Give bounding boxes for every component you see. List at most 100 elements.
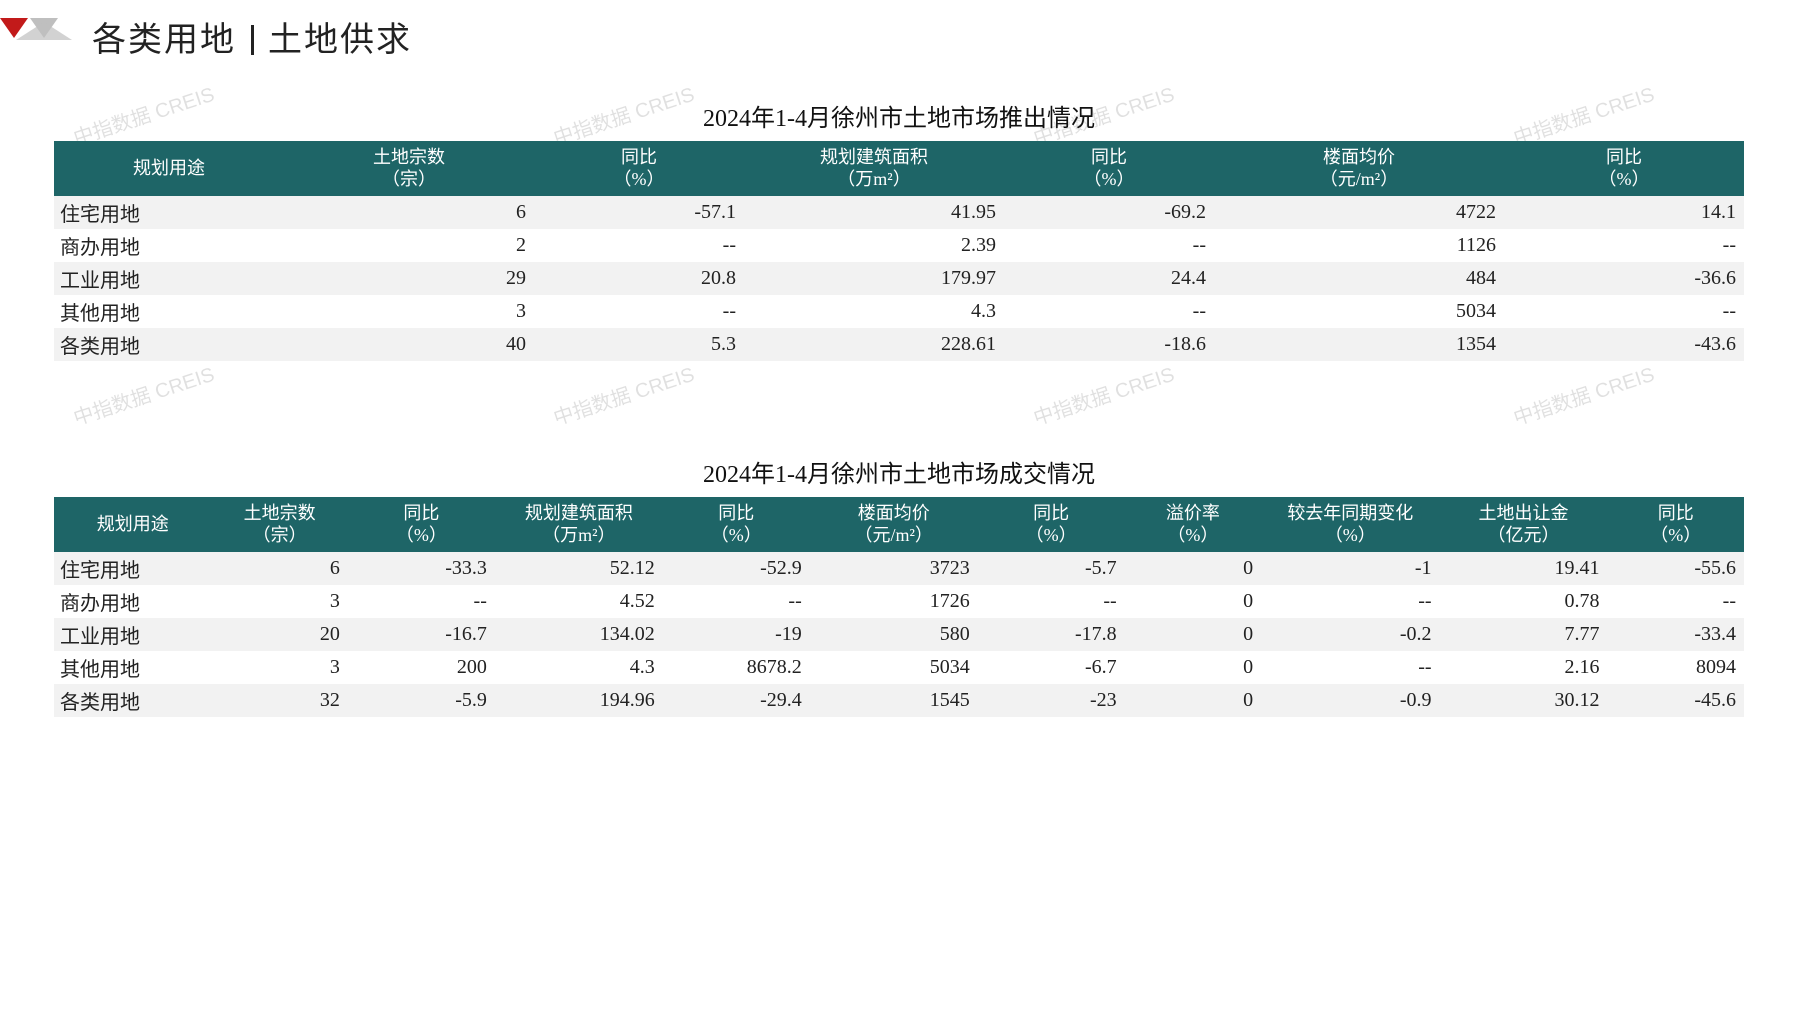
data-cell: -43.6 — [1504, 328, 1744, 361]
data-cell: 194.96 — [495, 684, 663, 717]
data-cell: 41.95 — [744, 196, 1004, 229]
table-header-row: 规划用途土地宗数（宗）同比（%）规划建筑面积（万m²）同比（%）楼面均价（元/m… — [54, 141, 1744, 196]
column-header: 土地宗数（宗） — [211, 497, 347, 552]
data-cell: -57.1 — [534, 196, 744, 229]
data-cell: -55.6 — [1607, 552, 1744, 585]
land-supply-title: 2024年1-4月徐州市土地市场推出情况 — [54, 98, 1744, 133]
title-left: 各类用地 — [92, 22, 236, 59]
data-cell: 1126 — [1214, 229, 1504, 262]
column-header: 同比（%） — [978, 497, 1125, 552]
data-cell: -5.9 — [348, 684, 495, 717]
land-deal-section: 2024年1-4月徐州市土地市场成交情况 规划用途土地宗数（宗）同比（%）规划建… — [54, 454, 1744, 717]
row-label: 工业用地 — [54, 262, 284, 295]
column-header: 同比（%） — [1607, 497, 1744, 552]
data-cell: -- — [1261, 585, 1439, 618]
data-cell: 32 — [211, 684, 347, 717]
data-cell: 200 — [348, 651, 495, 684]
data-cell: -52.9 — [663, 552, 810, 585]
data-cell: 7.77 — [1440, 618, 1608, 651]
table-row: 工业用地20-16.7134.02-19580-17.80-0.27.77-33… — [54, 618, 1744, 651]
data-cell: 20.8 — [534, 262, 744, 295]
data-cell: 2 — [284, 229, 534, 262]
title-separator — [251, 25, 254, 55]
table-row: 商办用地3--4.52--1726--0--0.78-- — [54, 585, 1744, 618]
data-cell: 0 — [1125, 651, 1261, 684]
column-header: 同比（%） — [1504, 141, 1744, 196]
column-header: 溢价率（%） — [1125, 497, 1261, 552]
data-cell: -5.7 — [978, 552, 1125, 585]
data-cell: -23 — [978, 684, 1125, 717]
data-cell: 3 — [211, 585, 347, 618]
data-cell: -- — [663, 585, 810, 618]
title-right: 土地供求 — [268, 22, 412, 59]
table-row: 工业用地2920.8179.9724.4484-36.6 — [54, 262, 1744, 295]
row-label: 工业用地 — [54, 618, 211, 651]
column-header: 规划建筑面积（万m²） — [495, 497, 663, 552]
watermark: 中指数据 CREIS — [549, 358, 697, 431]
data-cell: -45.6 — [1607, 684, 1744, 717]
logo-icon — [0, 18, 80, 52]
data-cell: -19 — [663, 618, 810, 651]
data-cell: 30.12 — [1440, 684, 1608, 717]
data-cell: -33.3 — [348, 552, 495, 585]
data-cell: 1726 — [810, 585, 978, 618]
data-cell: 134.02 — [495, 618, 663, 651]
column-header: 规划用途 — [54, 497, 211, 552]
data-cell: 19.41 — [1440, 552, 1608, 585]
data-cell: 0 — [1125, 585, 1261, 618]
data-cell: 2.39 — [744, 229, 1004, 262]
data-cell: 24.4 — [1004, 262, 1214, 295]
data-cell: -33.4 — [1607, 618, 1744, 651]
data-cell: 3 — [211, 651, 347, 684]
data-cell: 3 — [284, 295, 534, 328]
column-header: 规划建筑面积（万m²） — [744, 141, 1004, 196]
row-label: 各类用地 — [54, 328, 284, 361]
data-cell: -69.2 — [1004, 196, 1214, 229]
data-cell: -36.6 — [1504, 262, 1744, 295]
data-cell: 2.16 — [1440, 651, 1608, 684]
data-cell: 4.3 — [495, 651, 663, 684]
data-cell: 52.12 — [495, 552, 663, 585]
column-header: 同比（%） — [348, 497, 495, 552]
column-header: 同比（%） — [1004, 141, 1214, 196]
data-cell: -- — [1607, 585, 1744, 618]
data-cell: -29.4 — [663, 684, 810, 717]
watermark: 中指数据 CREIS — [69, 358, 217, 431]
watermark: 中指数据 CREIS — [1029, 358, 1177, 431]
watermark: 中指数据 CREIS — [1509, 358, 1657, 431]
data-cell: 8094 — [1607, 651, 1744, 684]
data-cell: -18.6 — [1004, 328, 1214, 361]
data-cell: 5034 — [1214, 295, 1504, 328]
data-cell: 4.52 — [495, 585, 663, 618]
data-cell: -- — [1504, 295, 1744, 328]
data-cell: -16.7 — [348, 618, 495, 651]
data-cell: 484 — [1214, 262, 1504, 295]
data-cell: -- — [348, 585, 495, 618]
table-row: 各类用地405.3228.61-18.61354-43.6 — [54, 328, 1744, 361]
data-cell: 179.97 — [744, 262, 1004, 295]
data-cell: -- — [534, 229, 744, 262]
data-cell: -- — [1004, 295, 1214, 328]
data-cell: 29 — [284, 262, 534, 295]
data-cell: -0.9 — [1261, 684, 1439, 717]
row-label: 各类用地 — [54, 684, 211, 717]
column-header: 规划用途 — [54, 141, 284, 196]
table-row: 商办用地2--2.39--1126-- — [54, 229, 1744, 262]
page-title: 各类用地 土地供求 — [92, 12, 412, 61]
data-cell: 5034 — [810, 651, 978, 684]
data-cell: -- — [534, 295, 744, 328]
row-label: 商办用地 — [54, 585, 211, 618]
column-header: 土地出让金（亿元） — [1440, 497, 1608, 552]
data-cell: -- — [1004, 229, 1214, 262]
data-cell: -- — [1261, 651, 1439, 684]
data-cell: 20 — [211, 618, 347, 651]
data-cell: 8678.2 — [663, 651, 810, 684]
table-row: 各类用地32-5.9194.96-29.41545-230-0.930.12-4… — [54, 684, 1744, 717]
row-label: 住宅用地 — [54, 552, 211, 585]
land-supply-table: 规划用途土地宗数（宗）同比（%）规划建筑面积（万m²）同比（%）楼面均价（元/m… — [54, 141, 1744, 361]
data-cell: 228.61 — [744, 328, 1004, 361]
row-label: 商办用地 — [54, 229, 284, 262]
data-cell: -- — [978, 585, 1125, 618]
data-cell: -17.8 — [978, 618, 1125, 651]
column-header: 楼面均价（元/m²） — [1214, 141, 1504, 196]
